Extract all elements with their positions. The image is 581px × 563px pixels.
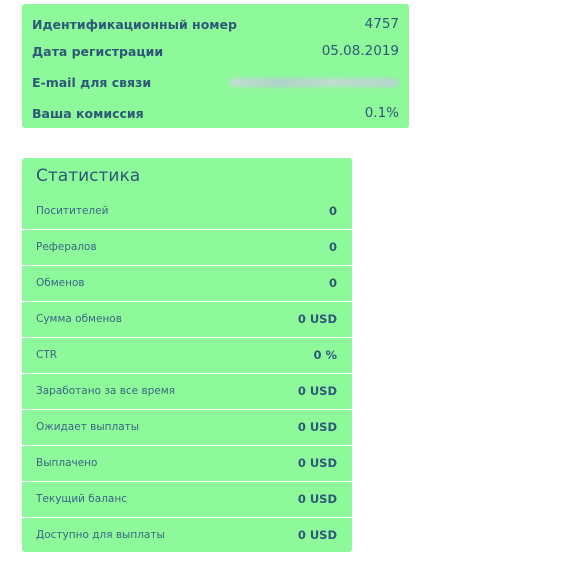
stat-row-current-balance: Текущий баланс 0 USD <box>22 481 352 516</box>
stat-row-pending-payout: Ожидает выплаты 0 USD <box>22 409 352 444</box>
commission-value: 0.1% <box>364 105 399 121</box>
contact-email-value-redacted <box>229 77 399 87</box>
stat-label: Сумма обменов <box>36 313 122 325</box>
stat-value: 0 USD <box>297 312 337 326</box>
registration-date-label: Дата регистрации <box>32 43 164 59</box>
stat-value: 0 USD <box>297 528 337 542</box>
stat-label: Заработано за все время <box>36 385 176 397</box>
stat-value: 0 <box>328 240 337 254</box>
statistics-panel: Статистика Поситителей 0 Рефералов 0 Обм… <box>22 158 352 552</box>
registration-date-row: Дата регистрации 05.08.2019 <box>32 41 399 61</box>
stat-row-exchange-sum: Сумма обменов 0 USD <box>22 301 352 336</box>
stat-label: Доступно для выплаты <box>36 529 165 541</box>
stat-label: Рефералов <box>36 241 97 253</box>
stat-label: Текущий баланс <box>36 493 127 505</box>
registration-date-value: 05.08.2019 <box>321 43 399 59</box>
stat-value: 0 % <box>313 348 337 362</box>
stat-value: 0 USD <box>297 384 337 398</box>
account-id-label: Идентификационный номер <box>32 16 237 32</box>
statistics-title: Статистика <box>36 166 141 186</box>
account-id-value: 4757 <box>364 16 399 32</box>
account-info-panel: Идентификационный номер 4757 Дата регист… <box>22 4 409 128</box>
contact-email-row: E-mail для связи <box>32 72 399 92</box>
stat-row-available-payout: Доступно для выплаты 0 USD <box>22 517 352 552</box>
stat-value: 0 <box>328 203 337 218</box>
stat-row-ctr: CTR 0 % <box>22 337 352 372</box>
stat-row-referrals: Рефералов 0 <box>22 229 352 264</box>
stat-value: 0 USD <box>297 492 337 506</box>
commission-label: Ваша комиссия <box>32 105 144 121</box>
stat-row-visitors: Поситителей 0 <box>22 193 352 228</box>
commission-row: Ваша комиссия 0.1% <box>32 103 399 123</box>
stat-value: 0 USD <box>297 420 337 434</box>
stat-value: 0 <box>328 276 337 290</box>
stat-row-earned-total: Заработано за все время 0 USD <box>22 373 352 408</box>
contact-email-label: E-mail для связи <box>32 74 152 90</box>
stat-row-exchanges: Обменов 0 <box>22 265 352 300</box>
stat-label: Выплачено <box>36 457 98 469</box>
stat-label: Обменов <box>36 277 85 289</box>
stat-label: CTR <box>36 349 58 361</box>
account-id-row: Идентификационный номер 4757 <box>32 14 399 34</box>
stat-row-paid-out: Выплачено 0 USD <box>22 445 352 480</box>
stat-label: Ожидает выплаты <box>36 421 140 433</box>
stat-label: Поситителей <box>36 204 109 217</box>
stat-value: 0 USD <box>297 456 337 470</box>
